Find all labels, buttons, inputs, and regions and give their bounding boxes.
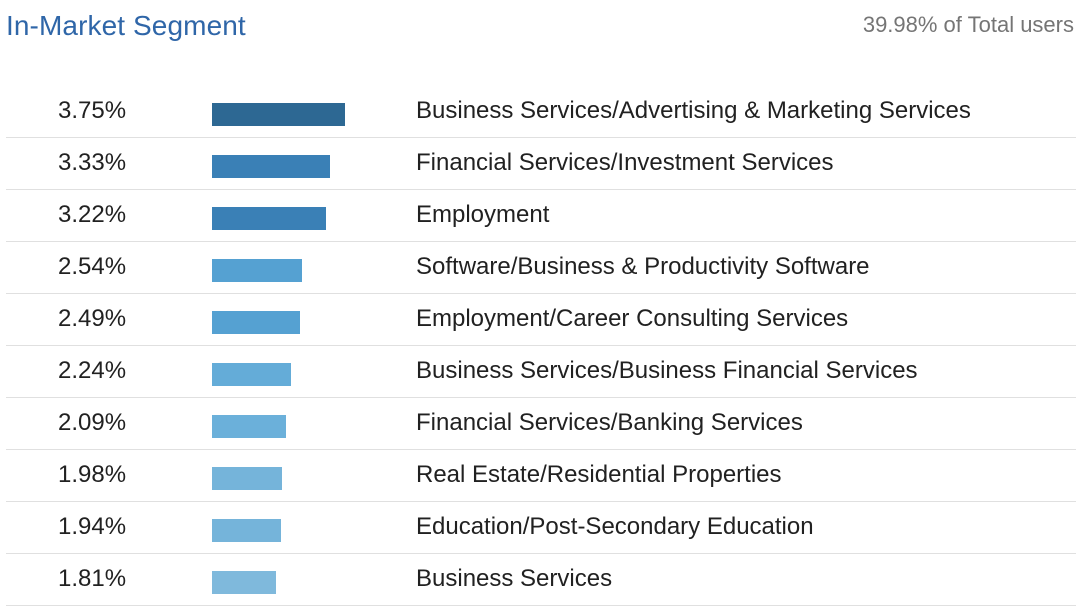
table-row[interactable]: 3.33% Financial Services/Investment Servi…: [6, 138, 1076, 190]
table-row[interactable]: 1.94% Education/Post-Secondary Education: [6, 502, 1076, 554]
table-row[interactable]: 2.49% Employment/Career Consulting Servic…: [6, 294, 1076, 346]
value-label: 3.22%: [58, 201, 127, 228]
category-label: Business Services/Advertising & Marketin…: [416, 97, 971, 124]
category-label: Education/Post-Secondary Education: [416, 513, 814, 540]
bar: [212, 467, 282, 490]
category-label: Business Services/Business Financial Ser…: [416, 357, 918, 384]
category-label: Financial Services/Banking Services: [416, 409, 803, 436]
total-users-share: 39.98% of Total users: [862, 12, 1074, 37]
bar: [212, 259, 302, 282]
category-label: Real Estate/Residential Properties: [416, 461, 782, 488]
page-title: In-Market Segment: [6, 10, 246, 41]
bar: [212, 519, 281, 542]
table-row[interactable]: 2.54% Software/Business & Productivity So…: [6, 242, 1076, 294]
table-row[interactable]: 1.98% Real Estate/Residential Properties: [6, 450, 1076, 502]
value-label: 2.54%: [58, 253, 127, 280]
table-row[interactable]: 3.75% Business Services/Advertising & Mar…: [6, 86, 1076, 138]
bar: [212, 311, 300, 334]
segment-table: 3.75% Business Services/Advertising & Mar…: [6, 86, 1076, 606]
category-label: Employment/Career Consulting Services: [416, 305, 849, 332]
bar: [212, 571, 276, 594]
category-label: Business Services: [416, 565, 613, 592]
bar: [212, 363, 291, 386]
value-label: 1.94%: [58, 513, 127, 540]
bar: [212, 155, 330, 178]
value-label: 3.75%: [58, 97, 127, 124]
value-label: 2.24%: [58, 357, 127, 384]
bar: [212, 207, 326, 230]
bar: [212, 103, 345, 126]
table-row[interactable]: 1.81% Business Services: [6, 554, 1076, 606]
table-row[interactable]: 2.24% Business Services/Business Financia…: [6, 346, 1076, 398]
category-label: Financial Services/Investment Services: [416, 149, 834, 176]
value-label: 2.09%: [58, 409, 127, 436]
value-label: 3.33%: [58, 149, 127, 176]
category-label: Software/Business & Productivity Softwar…: [416, 253, 870, 280]
table-row[interactable]: 3.22% Employment: [6, 190, 1076, 242]
category-label: Employment: [416, 201, 550, 228]
bar: [212, 415, 286, 438]
table-row[interactable]: 2.09% Financial Services/Banking Services: [6, 398, 1076, 450]
value-label: 1.98%: [58, 461, 127, 488]
value-label: 2.49%: [58, 305, 127, 332]
value-label: 1.81%: [58, 565, 127, 592]
